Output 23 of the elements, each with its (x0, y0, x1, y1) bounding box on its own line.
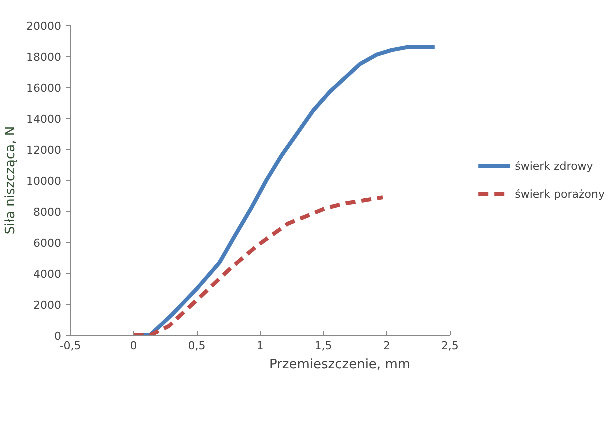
y-tick-label: 20000 (26, 20, 62, 33)
y-axis-title: Siła niszcząca, N (4, 126, 19, 235)
x-axis-title: Przemieszczenie, mm (269, 358, 411, 372)
x-tick-label: 1,5 (314, 340, 332, 352)
y-tick-label: 6000 (34, 237, 62, 250)
x-tick-label: 0 (130, 340, 138, 352)
legend-label: świerk porażony (515, 188, 605, 200)
x-tick-label: 1 (256, 340, 264, 352)
y-tick-label: 4000 (34, 268, 62, 281)
y-tick-label: 8000 (34, 206, 62, 219)
y-tick-label: 12000 (26, 144, 62, 157)
y-tick-label: 14000 (26, 113, 62, 126)
x-tick-label: 0,5 (188, 340, 206, 352)
y-tick-label: 16000 (26, 82, 62, 95)
x-tick-label: -0,5 (60, 340, 82, 352)
y-tick-label: 18000 (26, 51, 62, 64)
y-tick-label: 10000 (26, 175, 62, 188)
y-tick-label: 2000 (34, 299, 62, 312)
line-series (132, 196, 386, 336)
y-tick-label: 0 (54, 330, 62, 343)
x-tick-label: 2 (383, 340, 390, 352)
x-tick-label: 2,5 (441, 340, 459, 352)
legend-label: świerk zdrowy (515, 160, 594, 172)
